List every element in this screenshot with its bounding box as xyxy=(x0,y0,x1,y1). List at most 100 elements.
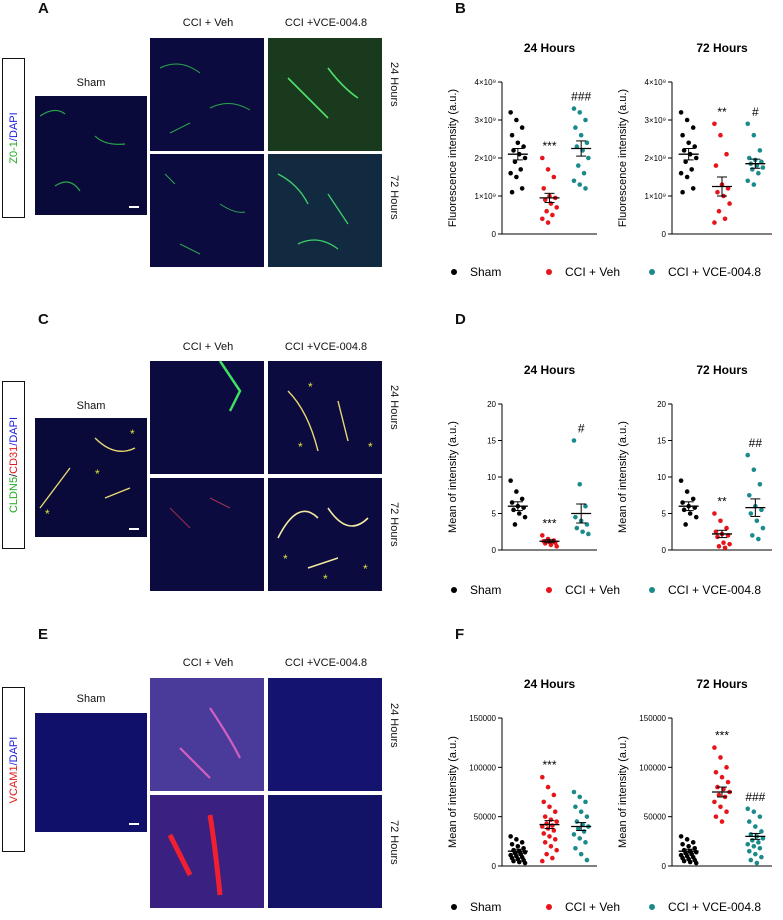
micrograph-e-vce-72h xyxy=(268,795,382,908)
legend-label-veh: CCI + Veh xyxy=(565,900,620,914)
column-header-veh-e: CCI + Veh xyxy=(182,657,234,669)
data-point xyxy=(751,809,757,815)
micrograph-c-vce-24h: * * * xyxy=(268,361,382,474)
panel-letter-d: D xyxy=(455,311,466,328)
data-point xyxy=(581,170,587,176)
legend-marker-vce xyxy=(649,269,655,275)
data-point xyxy=(514,117,519,123)
data-point xyxy=(722,216,728,222)
data-point xyxy=(681,858,687,864)
data-point xyxy=(724,809,729,815)
significance-label: *** xyxy=(542,758,556,772)
data-point xyxy=(540,824,545,829)
micrograph-e-veh-72h xyxy=(150,795,264,908)
row-label-24h-c: 24 Hours xyxy=(388,385,400,430)
data-point xyxy=(578,851,584,857)
micrograph-e-vce-24h xyxy=(268,678,382,791)
panel-letter-c: C xyxy=(38,311,49,328)
data-point xyxy=(540,774,545,780)
data-point xyxy=(550,212,555,218)
legend-marker-veh xyxy=(546,587,552,593)
data-point xyxy=(727,541,732,547)
data-point xyxy=(550,855,555,861)
chart-title: 24 Hours xyxy=(524,41,576,55)
data-point xyxy=(715,534,720,540)
data-point xyxy=(545,220,551,225)
micrograph-a-veh-72h xyxy=(150,154,264,267)
svg-text:*: * xyxy=(363,562,368,576)
data-point xyxy=(548,542,554,548)
data-point xyxy=(521,845,526,851)
data-point xyxy=(686,843,691,849)
data-point xyxy=(693,514,699,520)
data-point xyxy=(551,792,557,798)
y-tick-label: 50000 xyxy=(474,813,497,822)
data-point xyxy=(759,854,764,860)
micrograph-e-sham xyxy=(35,713,147,832)
stain-text: CLDN5/CD31/DAPI xyxy=(8,417,20,513)
y-tick-label: 2×10⁹ xyxy=(475,154,496,163)
data-point xyxy=(725,186,731,191)
data-point xyxy=(684,174,690,180)
data-point xyxy=(552,809,558,815)
legend-marker-veh xyxy=(546,269,552,275)
micrograph-a-vce-24h xyxy=(268,38,382,151)
data-point xyxy=(681,148,687,153)
data-point xyxy=(509,841,515,847)
data-point xyxy=(522,155,528,161)
svg-text:*: * xyxy=(308,380,313,394)
data-point xyxy=(514,174,519,180)
y-tick-label: 10 xyxy=(657,473,666,482)
legend-label-sham: Sham xyxy=(470,583,501,597)
data-point xyxy=(519,840,525,845)
data-point xyxy=(725,779,731,785)
y-tick-label: 15 xyxy=(487,437,496,446)
data-point xyxy=(581,829,587,834)
row-label-24h-a: 24 Hours xyxy=(388,62,400,107)
data-point xyxy=(509,500,515,505)
data-point xyxy=(690,186,696,191)
data-point xyxy=(542,814,548,819)
y-axis-label: Mean of intensity (a.u.) xyxy=(617,421,629,533)
data-point xyxy=(551,174,557,180)
y-tick-label: 0 xyxy=(492,230,497,239)
column-header-vce-c: CCI +VCE-004.8 xyxy=(284,341,368,353)
legend-marker-veh xyxy=(546,904,552,910)
significance-label: ## xyxy=(749,436,763,450)
data-point xyxy=(541,799,547,805)
y-tick-label: 0 xyxy=(662,862,667,871)
data-point xyxy=(678,110,684,115)
data-point xyxy=(522,860,528,866)
data-point xyxy=(573,845,578,851)
chart-f-24h: 24 Hours Mean of intensity (a.u.) 0 50000 10… xyxy=(447,677,597,871)
data-point xyxy=(515,843,521,849)
data-point xyxy=(724,525,729,531)
chart-b-24h: 24 Hours Fluorescence intensity (a.u.) 0 1×… xyxy=(447,41,597,239)
data-point xyxy=(575,826,581,831)
data-point xyxy=(586,155,591,161)
data-point xyxy=(718,804,723,810)
legend-label-sham: Sham xyxy=(470,265,501,279)
stain-text: VCAM1/DAPI xyxy=(8,736,20,803)
data-point xyxy=(690,125,696,130)
micrograph-c-sham: * * * xyxy=(35,418,147,537)
data-point xyxy=(575,163,581,168)
data-point xyxy=(712,745,717,750)
data-point xyxy=(713,769,719,775)
data-point xyxy=(552,837,558,842)
svg-text:*: * xyxy=(130,427,135,441)
data-point xyxy=(687,859,693,865)
data-point xyxy=(756,536,761,542)
column-header-veh: CCI + Veh xyxy=(182,17,234,29)
chart-b-72h: 72 Hours Fluorescence intensity (a.u.) 0 1×… xyxy=(617,41,772,239)
sham-label-a: Sham xyxy=(76,77,106,89)
data-point xyxy=(583,503,588,509)
data-point xyxy=(759,507,764,513)
data-point xyxy=(541,831,547,836)
data-point xyxy=(684,117,690,123)
data-point xyxy=(571,832,577,837)
y-tick-label: 150000 xyxy=(469,714,496,723)
y-tick-label: 2×10⁹ xyxy=(645,154,666,163)
stain-segment: DAPI xyxy=(7,416,20,443)
legend-marker-vce xyxy=(649,904,655,910)
